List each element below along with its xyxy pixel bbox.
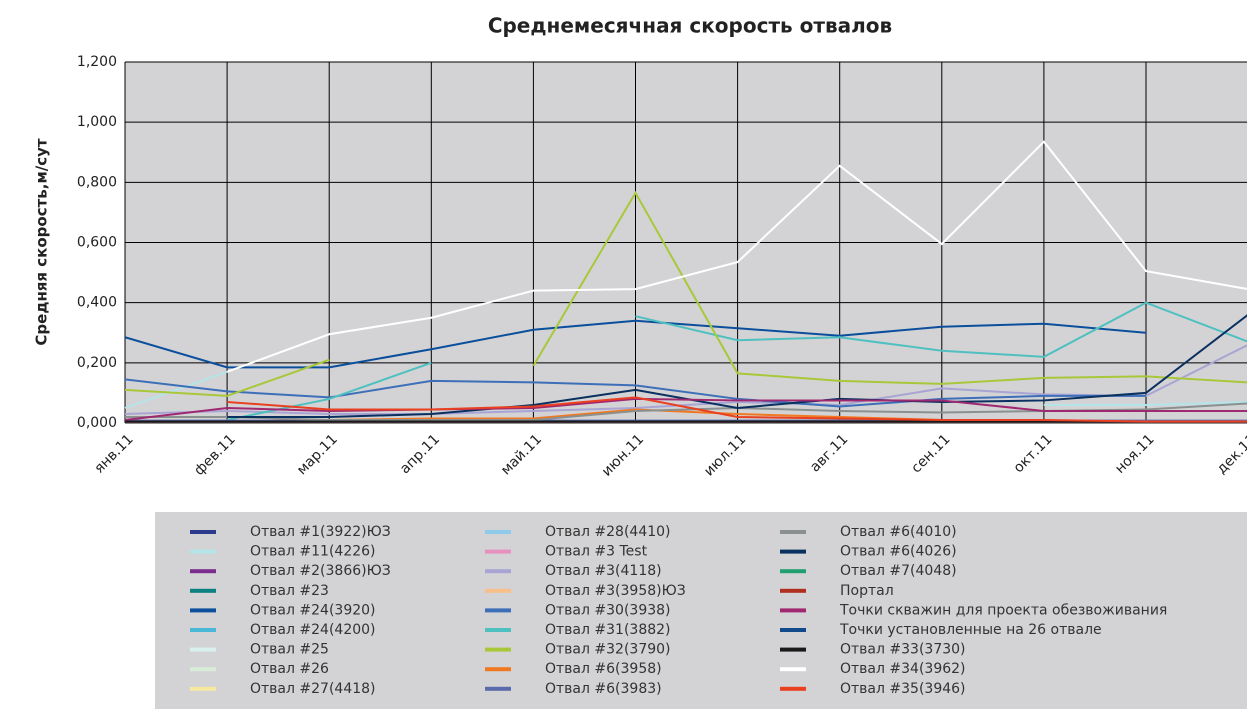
legend-box [155,512,1247,709]
legend-swatch [190,667,216,672]
series-line [1043,400,1247,406]
series-line [124,358,330,397]
x-tick-label: сен.11 [908,431,953,476]
legend-label: Отвал #6(4026) [840,544,957,560]
x-tick-label: дек.11 [1214,431,1247,477]
legend-label: Точки скважин для проекта обезвоживания [839,602,1167,618]
legend-label: Отвал #6(3983) [545,681,662,697]
legend-label: Отвал #30(3938) [545,602,671,618]
legend-label: Отвал #24(4200) [250,622,376,638]
legend-swatch [780,647,806,652]
legend-label: Отвал #2(3866)ЮЗ [250,563,391,579]
legend-swatch [780,608,806,613]
legend-swatch [780,667,806,672]
x-tick-label: июл.11 [701,431,749,479]
series-line [124,319,1147,369]
x-tick-label: апр.11 [397,431,443,477]
legend-swatch [190,686,216,691]
legend-label: Отвал #27(4418) [250,681,376,697]
legend-label: Отвал #26 [250,661,329,677]
series-line [635,301,1247,358]
legend-swatch [190,628,216,632]
legend-label: Отвал #24(3920) [250,602,376,618]
y-tick-label: 1,200 [77,54,117,70]
legend-label: Портал [840,583,894,599]
y-axis-title: Средняя скорость,м/сут [33,138,51,345]
series-line [124,397,1247,421]
x-tick-label: ноя.11 [1112,431,1158,477]
legend-label: Отвал #31(3882) [545,622,671,638]
legend-label: Отвал #28(4410) [545,524,671,540]
x-tick-label: окт.11 [1011,431,1056,476]
y-tick-label: 0,800 [77,174,117,190]
legend-swatch [485,608,511,613]
legend-swatch [780,549,806,554]
chart-title: Среднемесячная скорость отвалов [488,14,892,38]
legend-swatch [485,549,511,554]
legend-label: Отвал #32(3790) [545,642,671,658]
legend-label: Отвал #3 Test [545,544,648,560]
legend-swatch [190,647,216,652]
x-tick-label: мар.11 [294,431,341,478]
series-line [226,361,432,421]
legend-swatch [485,588,511,593]
legend-swatch [485,530,511,534]
legend-label: Отвал #6(3958) [545,661,662,677]
legend-swatch [485,647,511,652]
x-tick-label: май.11 [498,431,545,478]
series-line [226,140,1247,373]
legend-label: Отвал #1(3922)ЮЗ [250,524,391,540]
legend-swatch [485,667,511,672]
legend-swatch [190,530,216,534]
legend-swatch [190,608,216,613]
legend-swatch [780,686,806,691]
legend-label: Отвал #11(4226) [250,544,376,560]
y-tick-label: 0,600 [77,235,117,251]
y-tick-label: 1,000 [77,114,117,130]
series-line [124,378,1146,408]
x-tick-label: авг.11 [807,431,851,475]
series-line [532,190,1247,385]
legend-swatch [190,549,216,554]
series-line [227,314,1247,418]
y-tick-label: 0,000 [77,415,117,431]
legend-swatch [485,569,511,574]
legend-label: Отвал #3(4118) [545,563,662,579]
legend-label: Отвал #33(3730) [840,642,966,658]
legend-swatch [780,588,806,593]
legend-swatch [485,686,511,691]
legend-swatch [780,628,806,632]
legend-label: Отвал #23 [250,583,329,599]
legend-label: Отвал #6(4010) [840,524,957,540]
legend-swatch [780,569,806,574]
legend-swatch [190,569,216,574]
legend-label: Отвал #35(3946) [840,681,966,697]
legend-label: Точки установленные на 26 отвале [839,622,1102,638]
legend-label: Отвал #3(3958)ЮЗ [545,583,686,599]
legend-swatch [190,588,216,593]
series-line [227,396,1247,423]
x-tick-label: фев.11 [191,431,238,478]
legend-swatch [485,628,511,632]
series-line [124,370,228,409]
legend-label: Отвал #7(4048) [840,563,957,579]
x-tick-label: янв.11 [91,431,136,476]
legend-label: Отвал #25 [250,642,329,658]
series-line [124,344,1247,415]
legend-swatch [780,530,806,534]
y-tick-label: 0,200 [77,355,117,371]
y-tick-label: 0,400 [77,295,117,311]
legend-label: Отвал #34(3962) [840,661,966,677]
x-tick-label: июн.11 [599,431,647,479]
